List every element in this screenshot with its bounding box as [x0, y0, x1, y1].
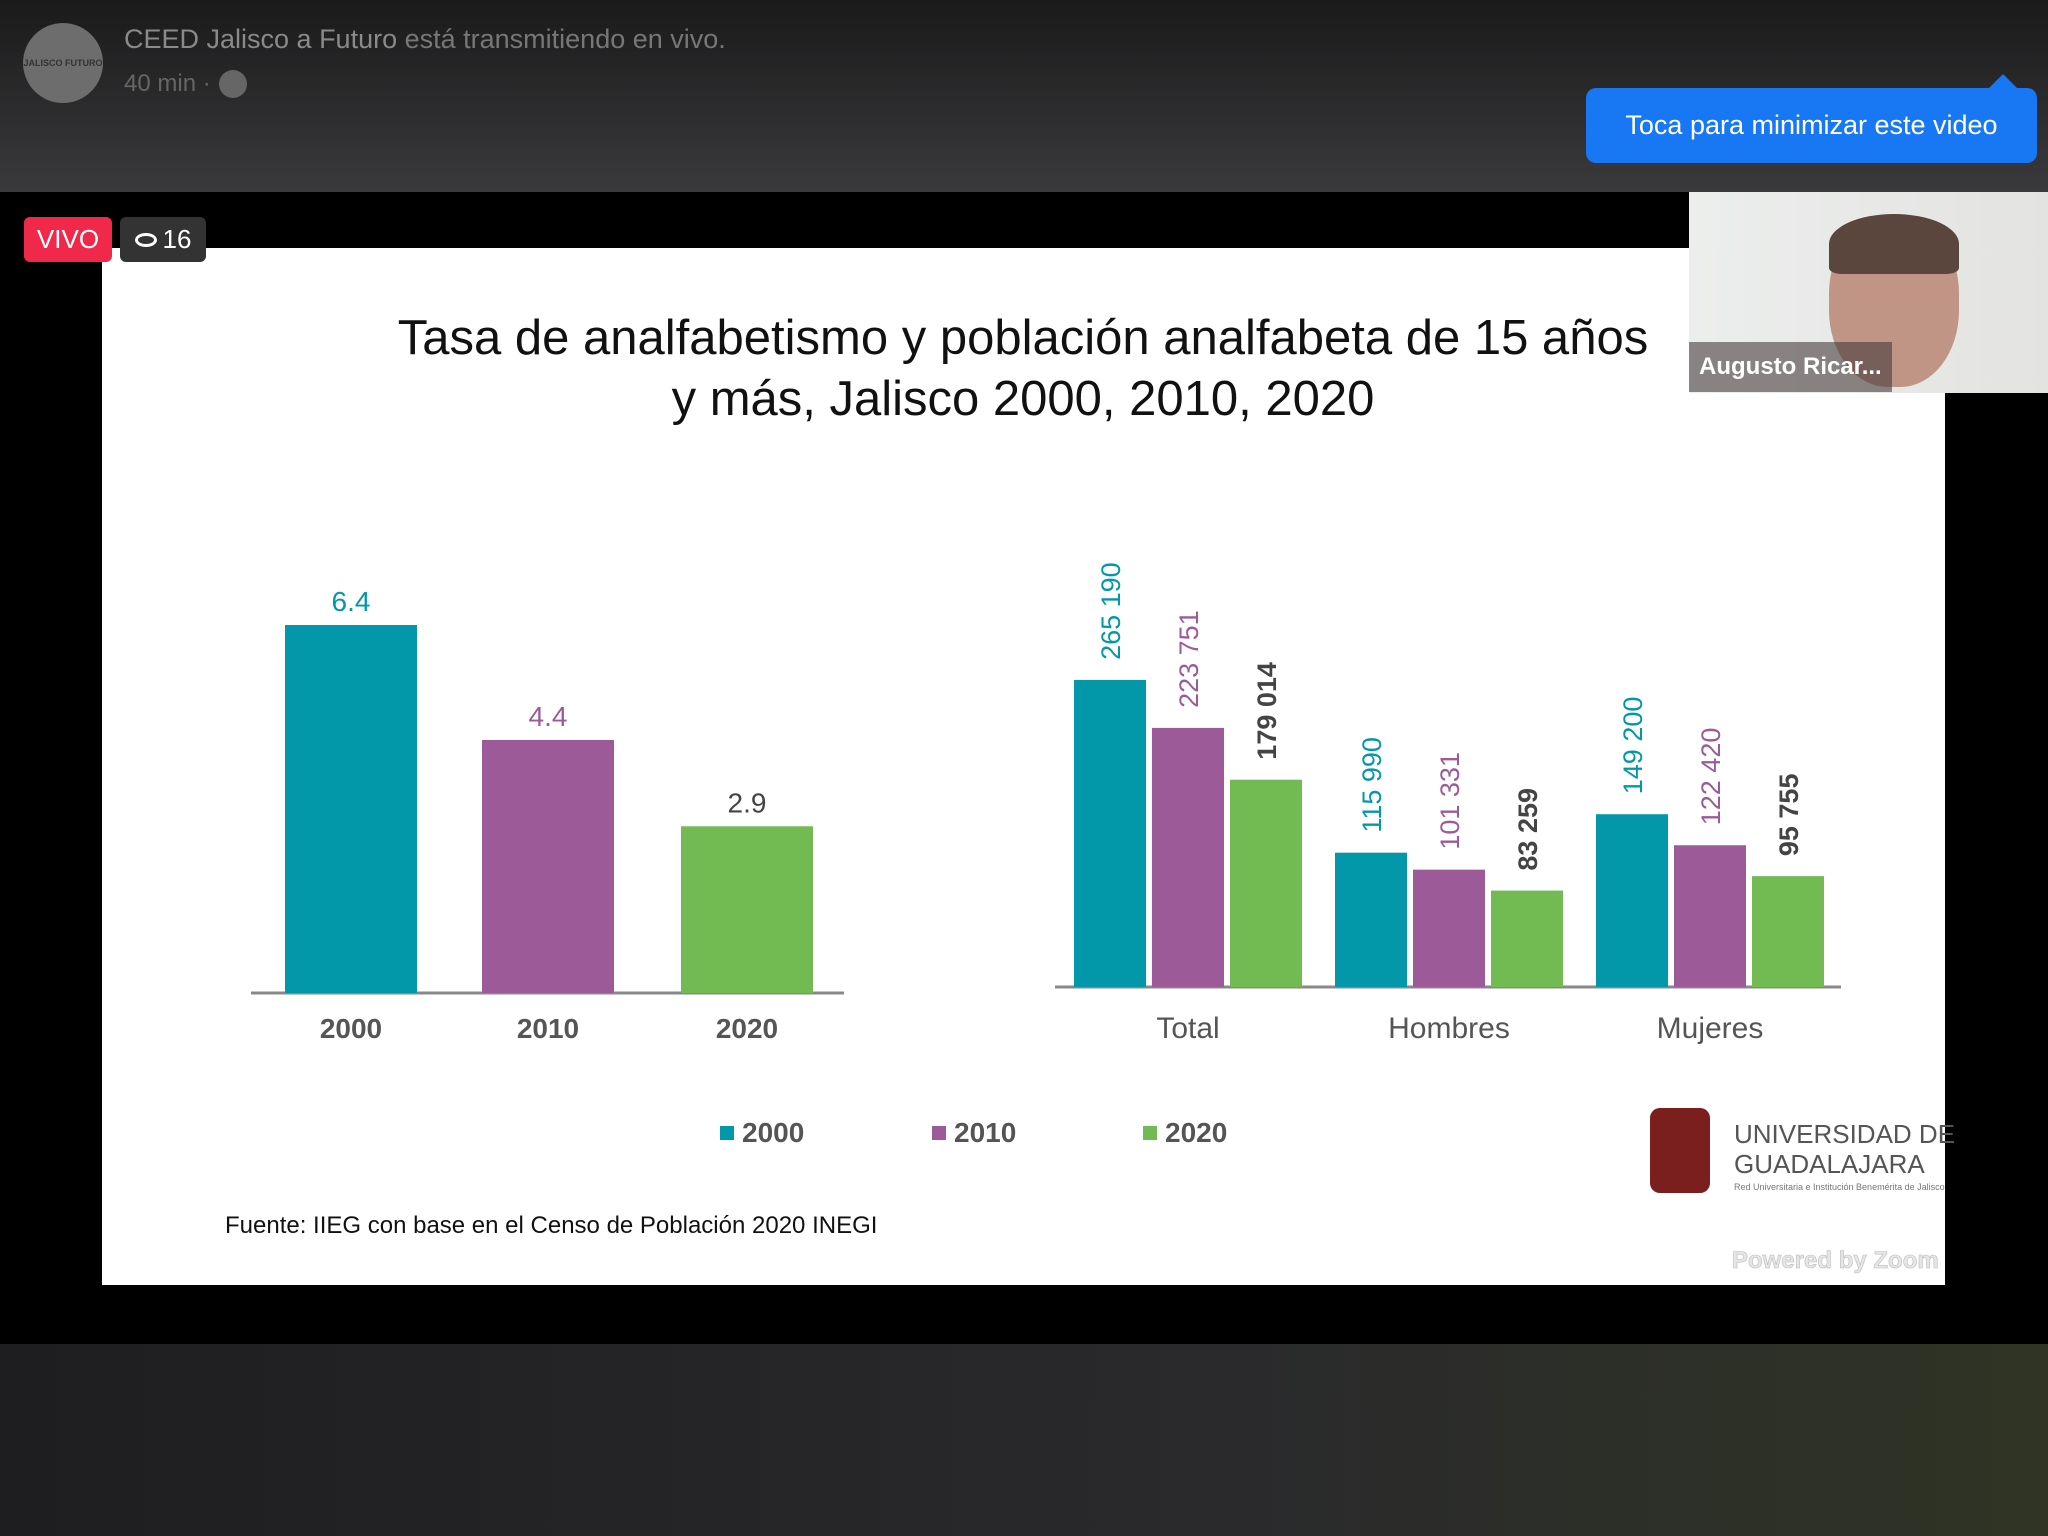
logo-line3: Red Universitaria e Institución Beneméri…: [1734, 1182, 1945, 1192]
pop-bar-Total-2020: [1230, 779, 1302, 987]
legend-swatch-2020: [1143, 1126, 1157, 1140]
pop-category-label: Mujeres: [1657, 1012, 1764, 1045]
logo-line2: GUADALAJARA: [1734, 1149, 1925, 1179]
udg-logo: UNIVERSIDAD DE GUADALAJARA Red Universit…: [1650, 1108, 1955, 1193]
rate-year-label: 2000: [320, 1013, 382, 1044]
rate-value-label: 6.4: [332, 586, 371, 617]
udg-shield-icon: [1650, 1108, 1710, 1193]
pop-value-label: 122 420: [1696, 728, 1726, 826]
rate-year-label: 2020: [716, 1013, 778, 1044]
pop-bar-Mujeres-2010: [1674, 845, 1746, 987]
logo-line1: UNIVERSIDAD DE: [1734, 1119, 1955, 1149]
pop-value-label: 265 190: [1096, 562, 1126, 660]
post-action: está transmitiendo en vivo.: [397, 24, 726, 54]
slide-chart: Tasa de analfabetismo y población analfa…: [225, 311, 1955, 1274]
post-header: JALISCO FUTURO CEED Jalisco a Futuro est…: [0, 0, 2048, 192]
presentation-slide: Tasa de analfabetismo y población analfa…: [102, 248, 1955, 1285]
tooltip-text: Toca para minimizar este video: [1625, 110, 1998, 140]
rate-bar-2020: [681, 826, 813, 993]
pop-bar-Hombres-2010: [1413, 869, 1485, 987]
pop-bar-Mujeres-2000: [1596, 814, 1668, 987]
legend-label-2020: 2020: [1165, 1117, 1227, 1148]
bottom-area: [0, 1344, 2048, 1536]
pop-value-label: 179 014: [1252, 662, 1282, 760]
pop-value-label: 83 259: [1513, 788, 1543, 871]
rate-bar-2010: [482, 740, 614, 993]
live-badge: VIVO: [24, 217, 112, 262]
legend-label-2010: 2010: [954, 1117, 1016, 1148]
source-text: Fuente: IIEG con base en el Censo de Pob…: [225, 1212, 877, 1239]
page-avatar[interactable]: JALISCO FUTURO: [23, 23, 103, 103]
pop-bar-Hombres-2000: [1335, 852, 1407, 987]
post-meta: 40 min ·: [124, 70, 247, 98]
slide-title-line2: y más, Jalisco 2000, 2010, 2020: [672, 372, 1375, 426]
rate-value-label: 2.9: [728, 787, 767, 818]
pop-value-label: 101 331: [1435, 752, 1465, 850]
speaker-hair: [1829, 214, 1959, 274]
minimize-tooltip[interactable]: Toca para minimizar este video: [1586, 74, 2037, 163]
avatar-logo-text: JALISCO FUTURO: [23, 58, 103, 68]
pop-value-label: 223 751: [1174, 610, 1204, 708]
pop-category-label: Hombres: [1388, 1012, 1510, 1045]
speaker-name: Augusto Ricar...: [1689, 342, 1892, 392]
speaker-camera[interactable]: Augusto Ricar...: [1689, 192, 2048, 393]
slide-title-line1: Tasa de analfabetismo y población analfa…: [398, 311, 1648, 365]
rate-value-label: 4.4: [529, 701, 568, 732]
legend-label-2000: 2000: [742, 1117, 804, 1148]
pop-value-label: 149 200: [1618, 697, 1648, 795]
post-time: 40 min ·: [124, 70, 211, 97]
viewer-number: 16: [162, 224, 192, 254]
pop-bar-Hombres-2020: [1491, 890, 1563, 987]
page-name[interactable]: CEED Jalisco a Futuro: [124, 24, 398, 54]
pop-category-label: Total: [1156, 1012, 1219, 1045]
pop-value-label: 115 990: [1357, 737, 1387, 833]
rate-year-label: 2010: [517, 1013, 579, 1044]
globe-icon: [218, 70, 247, 98]
legend-swatch-2010: [932, 1126, 946, 1140]
powered-by-zoom: Powered by Zoom: [1732, 1247, 1939, 1274]
pop-bar-Mujeres-2020: [1752, 876, 1824, 987]
pop-value-label: 95 755: [1774, 774, 1804, 857]
pop-bar-Total-2000: [1074, 679, 1146, 987]
post-title: CEED Jalisco a Futuro está transmitiendo…: [124, 24, 726, 55]
rate-bar-2000: [285, 625, 417, 993]
legend-swatch-2000: [720, 1126, 734, 1140]
viewer-count: 16: [120, 217, 206, 262]
eye-icon: [134, 232, 157, 247]
pop-bar-Total-2010: [1152, 727, 1224, 987]
